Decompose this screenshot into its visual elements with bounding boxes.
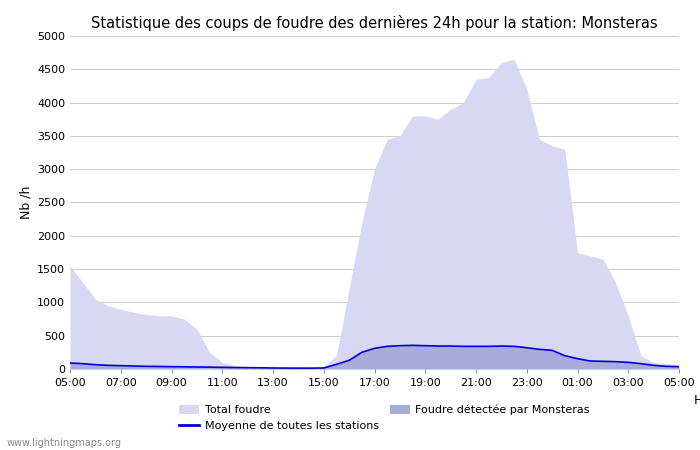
Legend: Total foudre, Moyenne de toutes les stations, Foudre détectée par Monsteras: Total foudre, Moyenne de toutes les stat… bbox=[179, 405, 590, 431]
Title: Statistique des coups de foudre des dernières 24h pour la station: Monsteras: Statistique des coups de foudre des dern… bbox=[91, 15, 658, 31]
Text: www.lightningmaps.org: www.lightningmaps.org bbox=[7, 438, 122, 448]
Y-axis label: Nb /h: Nb /h bbox=[20, 186, 33, 219]
Text: Heure: Heure bbox=[694, 394, 700, 407]
